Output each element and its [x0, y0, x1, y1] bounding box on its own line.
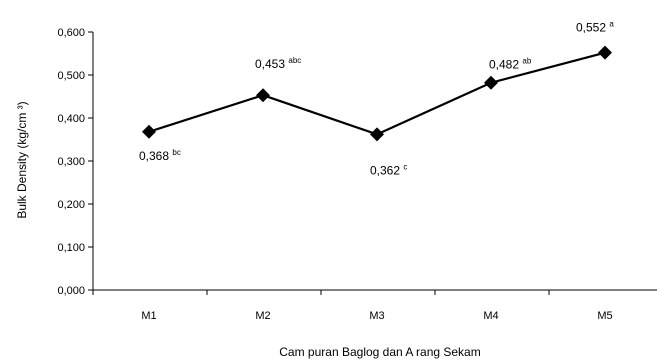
- y-axis-ticks: 0,000 0,100 0,200 0,300 0,400 0,500 0,600: [57, 27, 93, 297]
- x-tick-label: M3: [369, 310, 384, 322]
- y-tick-label: 0,600: [57, 27, 85, 39]
- data-labels: 0,368 bc 0,453 abc 0,362 c 0,482 ab 0,552 a: [139, 20, 614, 178]
- x-tick-label: M5: [597, 310, 612, 322]
- y-tick-label: 0,500: [57, 70, 85, 82]
- series-polyline: [148, 51, 606, 136]
- data-point-marker: [142, 124, 156, 139]
- data-label: 0,453 abc: [255, 56, 301, 71]
- data-label: 0,368 bc: [139, 148, 181, 163]
- y-tick-label: 0,000: [57, 285, 85, 297]
- y-axis-title: Bulk Density (kg/cm ³): [15, 101, 29, 218]
- x-axis-ticks: M1 M2 M3 M4 M5: [92, 290, 613, 322]
- data-point-marker: [484, 75, 498, 90]
- x-axis-title: Cam puran Baglog dan A rang Sekam: [279, 345, 480, 359]
- data-point-marker: [598, 45, 612, 60]
- series-line: [142, 45, 612, 142]
- y-tick-label: 0,100: [57, 242, 85, 254]
- data-point-marker: [256, 88, 270, 103]
- y-tick-label: 0,300: [57, 156, 85, 168]
- x-tick-label: M2: [255, 310, 270, 322]
- axes: [92, 32, 657, 291]
- data-point-marker: [370, 127, 384, 142]
- data-label: 0,362 c: [370, 162, 407, 177]
- x-tick-label: M4: [483, 310, 498, 322]
- y-tick-label: 0,200: [57, 199, 85, 211]
- x-tick-label: M1: [141, 310, 156, 322]
- data-label: 0,482 ab: [489, 57, 532, 72]
- y-tick-label: 0,400: [57, 113, 85, 125]
- data-label: 0,552 a: [576, 20, 614, 35]
